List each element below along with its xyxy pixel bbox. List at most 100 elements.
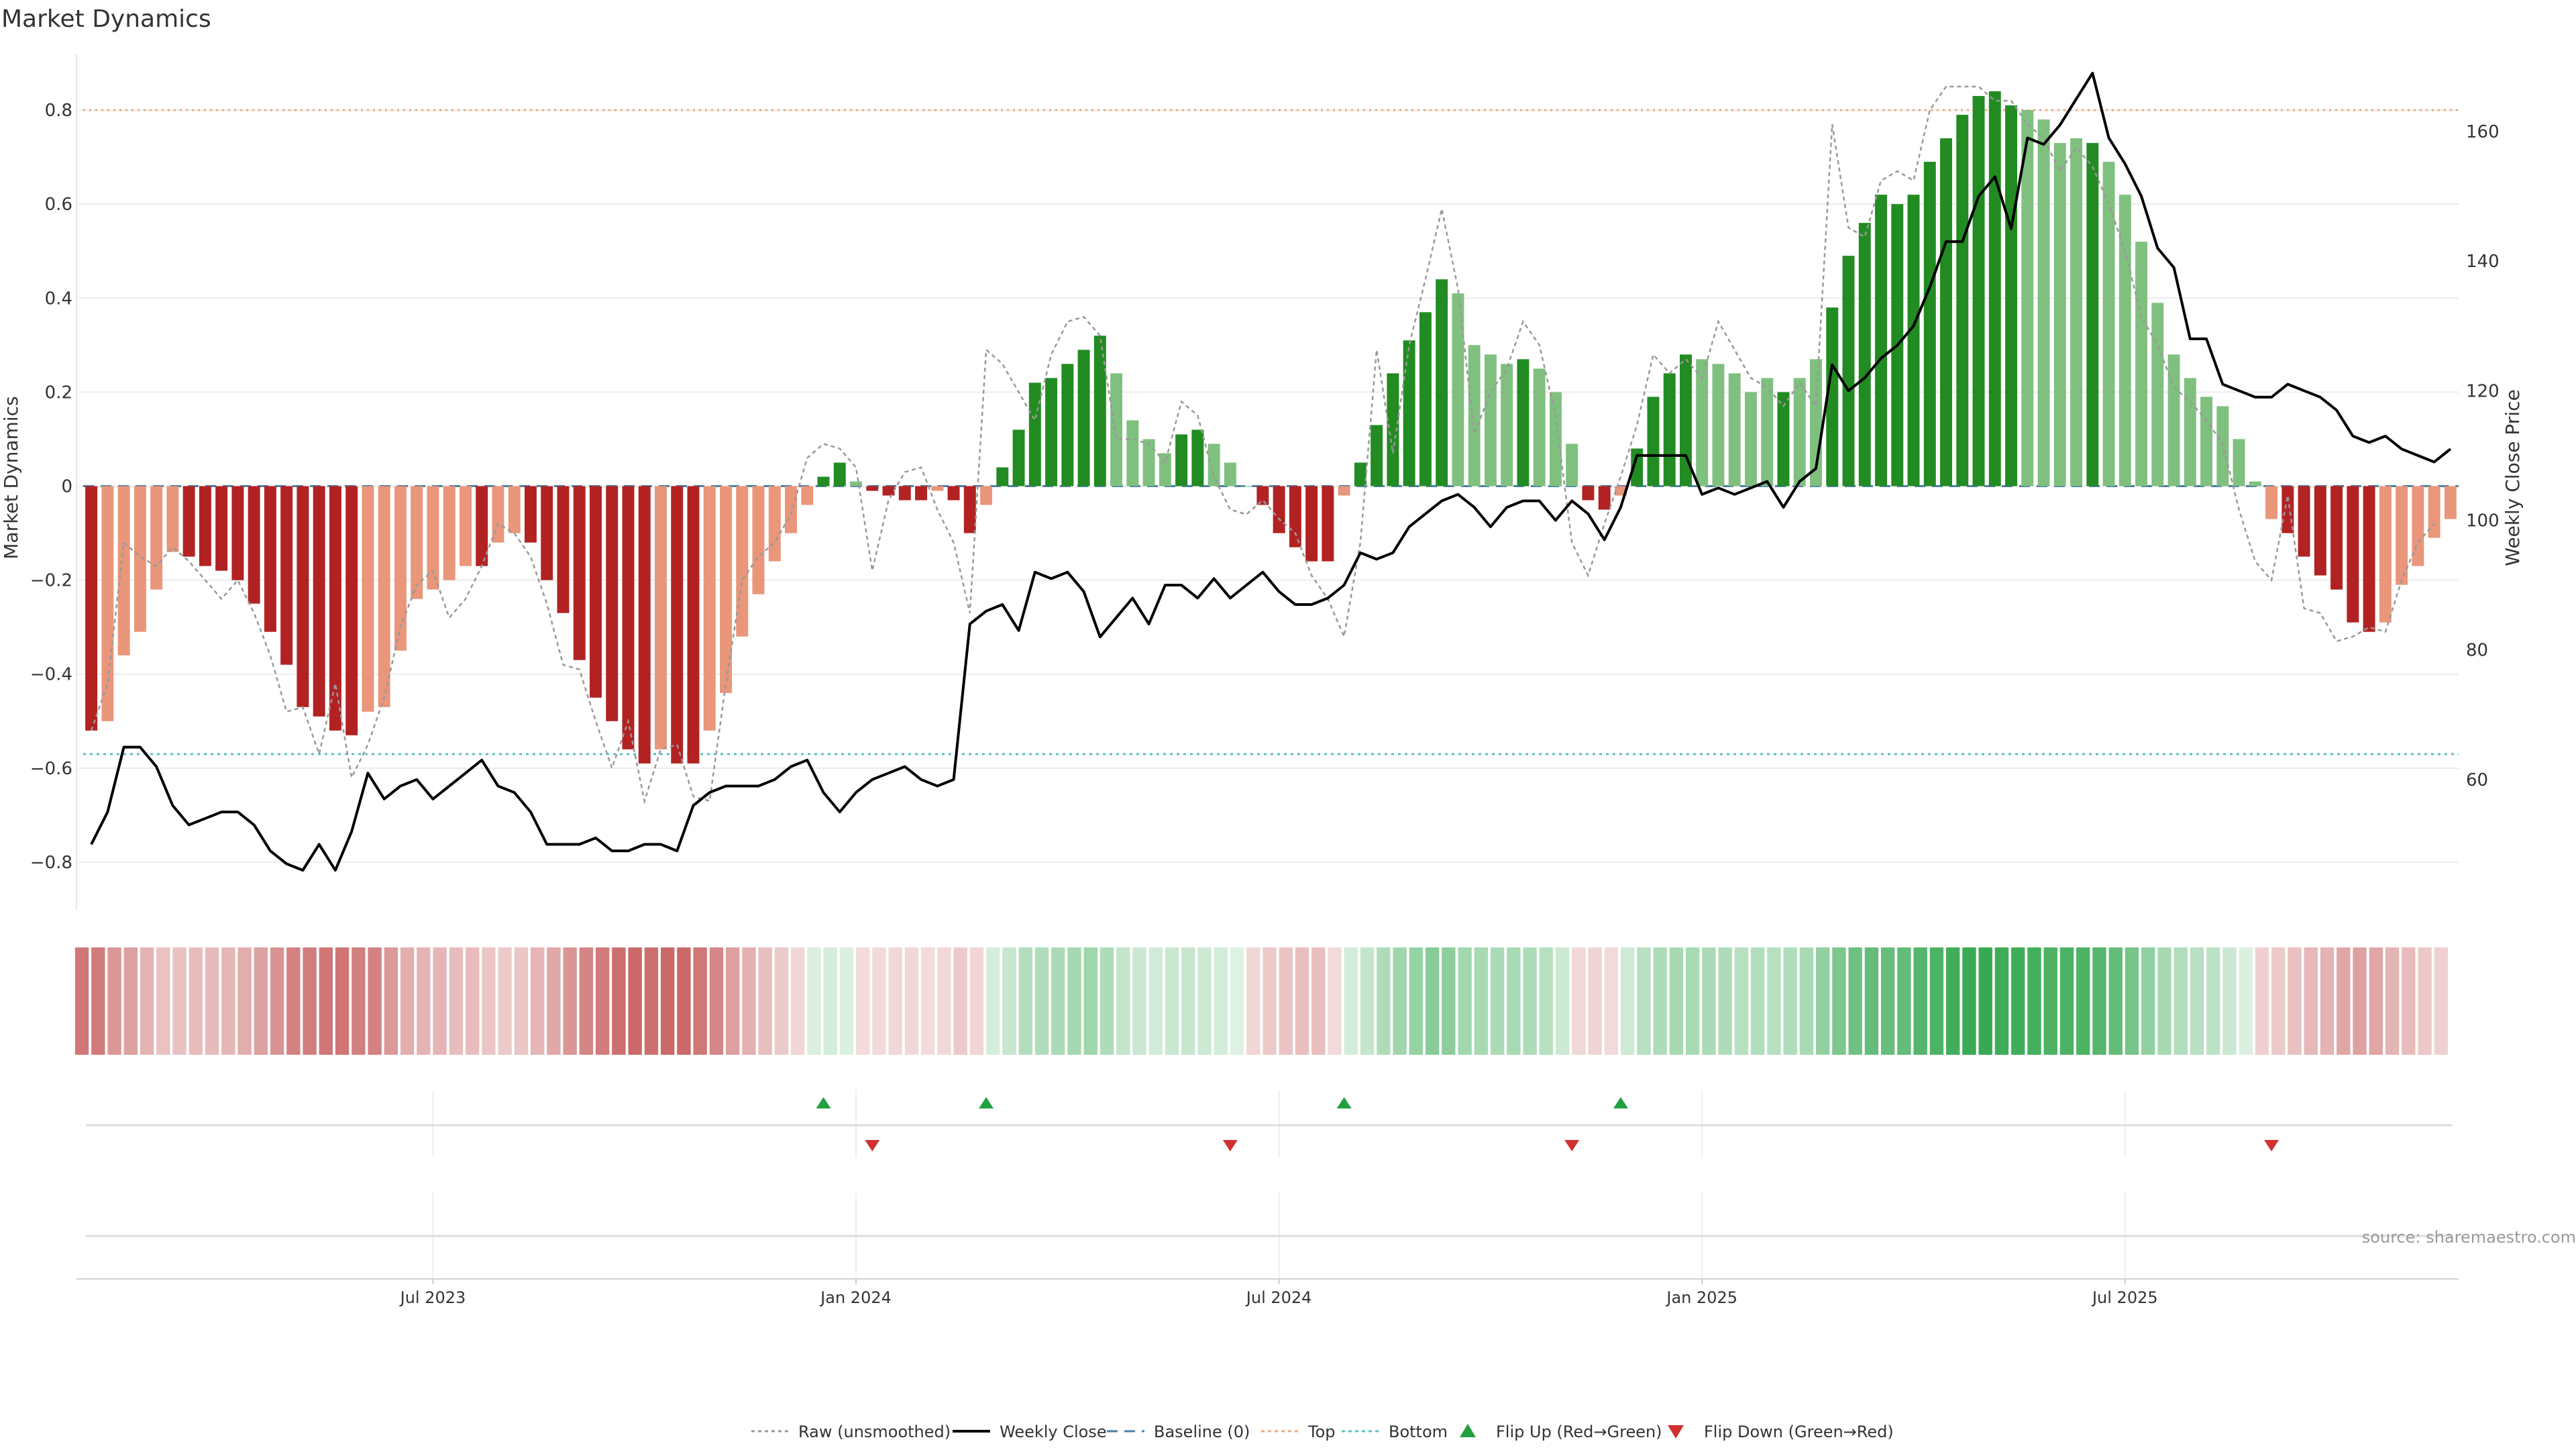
heat-cell-94 [1604,947,1619,1055]
heat-cell-9 [221,947,235,1055]
heat-cell-13 [286,947,301,1055]
osc-bar-13 [297,486,309,707]
osc-bar-65 [1142,439,1155,486]
osc-bar-22 [443,486,455,580]
heat-cell-135 [2271,947,2286,1055]
osc-bar-94 [1614,486,1627,496]
heat-cell-11 [254,947,268,1055]
heat-cell-19 [384,947,398,1055]
heat-cell-41 [742,947,756,1055]
osc-bar-136 [2298,486,2310,557]
heat-cell-72 [1246,947,1260,1055]
osc-bar-83 [1436,279,1448,486]
flip-down-marker-0 [865,1140,880,1151]
heat-cell-17 [352,947,366,1055]
osc-bar-112 [1907,195,1920,486]
osc-bar-99 [1696,359,1709,486]
heat-cell-50 [888,947,902,1055]
osc-bar-26 [508,486,521,533]
y-axis-label-left: Market Dynamics [0,396,22,559]
x-tick-label-2: Jul 2024 [1245,1288,1312,1307]
osc-bar-142 [2396,486,2408,585]
osc-bar-76 [1322,486,1334,562]
legend: Raw (unsmoothed) Weekly Close Baseline (0)… [751,1422,1894,1441]
heat-cell-125 [2108,947,2123,1055]
y-tick-label-left-6: −0.4 [30,665,72,685]
osc-bar-33 [622,486,635,749]
heat-cell-96 [1637,947,1651,1055]
y-tick-label-right-3: 100 [2466,511,2500,531]
flip-down-marker-1 [1222,1140,1238,1151]
y-tick-label-right-5: 60 [2466,770,2488,790]
heat-cell-26 [498,947,512,1055]
osc-bar-44 [801,486,814,505]
heat-cell-15 [319,947,333,1055]
x-tick-label-1: Jan 2024 [819,1288,892,1307]
heat-cell-38 [693,947,707,1055]
heat-cell-5 [156,947,170,1055]
heat-cell-102 [1734,947,1749,1055]
osc-bar-69 [1208,444,1220,486]
heat-cell-143 [2402,947,2416,1055]
osc-bar-139 [2347,486,2359,623]
heat-cell-43 [774,947,789,1055]
heat-cell-71 [1230,947,1244,1055]
osc-bar-36 [671,486,684,764]
heat-cell-127 [2141,947,2155,1055]
heat-cell-90 [1539,947,1554,1055]
heat-cell-8 [205,947,219,1055]
osc-bar-140 [2363,486,2375,632]
heat-cell-91 [1555,947,1570,1055]
osc-bar-145 [2444,486,2457,519]
osc-bar-38 [703,486,716,731]
osc-bar-68 [1191,429,1204,486]
heat-cell-68 [1181,947,1195,1055]
heat-cell-21 [417,947,431,1055]
heat-cell-49 [872,947,886,1055]
heat-cell-88 [1507,947,1521,1055]
osc-bar-125 [2118,195,2131,486]
heat-cell-28 [530,947,545,1055]
heat-cell-46 [823,947,837,1055]
heat-cell-76 [1311,947,1326,1055]
osc-bar-128 [2167,354,2180,486]
osc-bar-5 [166,486,179,552]
osc-bar-28 [541,486,553,580]
heat-cell-140 [2353,947,2367,1055]
heat-cell-98 [1669,947,1684,1055]
osc-bar-54 [963,486,976,533]
osc-bar-133 [2249,481,2261,486]
heat-cell-117 [1978,947,1992,1055]
heat-cell-75 [1295,947,1309,1055]
osc-bar-11 [264,486,276,632]
legend-label-3: Top [1307,1422,1336,1441]
osc-bar-55 [980,486,993,505]
heat-cell-25 [482,947,496,1055]
heat-cell-59 [1034,947,1049,1055]
heat-cell-123 [2076,947,2090,1055]
heat-cell-107 [1815,947,1830,1055]
legend-label-1: Weekly Close [1000,1422,1107,1441]
osc-bar-85 [1468,345,1481,486]
heat-cell-52 [921,947,935,1055]
heat-cell-27 [514,947,529,1055]
osc-bar-82 [1419,312,1432,486]
osc-bar-61 [1077,350,1090,486]
y-axis-label-right: Weekly Close Price [2502,389,2524,566]
osc-bar-23 [459,486,472,566]
osc-bar-93 [1598,486,1611,510]
heat-cell-128 [2157,947,2171,1055]
heat-cell-61 [1067,947,1081,1055]
osc-bar-88 [1517,359,1529,486]
osc-bar-9 [231,486,244,580]
osc-bar-60 [1061,364,1074,486]
y-tick-label-right-0: 160 [2466,122,2500,142]
osc-bar-118 [2005,105,2018,486]
osc-bar-90 [1549,392,1562,486]
osc-bar-92 [1582,486,1595,501]
heat-cell-1 [91,947,105,1055]
osc-bar-97 [1663,373,1676,486]
heat-cell-133 [2239,947,2253,1055]
osc-bar-120 [2037,119,2050,486]
